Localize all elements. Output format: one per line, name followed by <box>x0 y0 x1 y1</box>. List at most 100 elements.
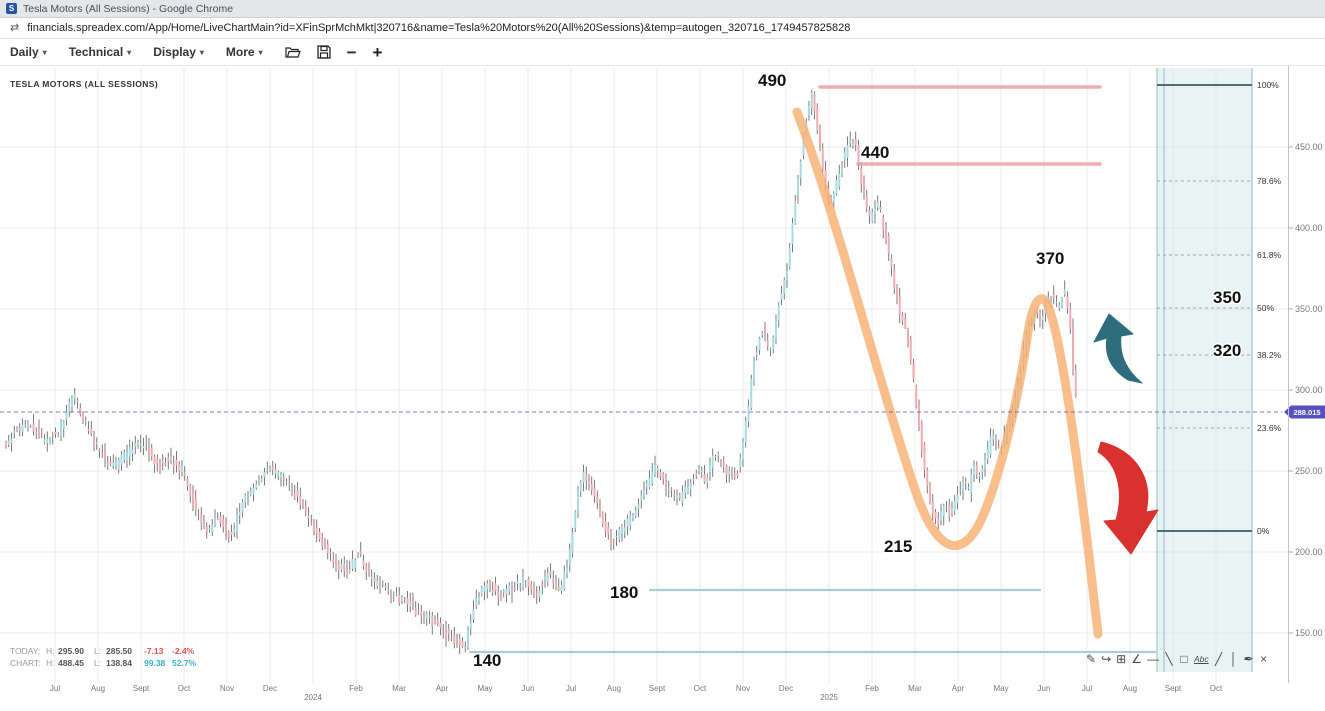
menu-technical[interactable]: Technical ▾ <box>68 45 132 59</box>
svg-text:99.38: 99.38 <box>144 658 166 668</box>
close-icon[interactable]: × <box>1260 652 1268 666</box>
svg-text:TODAY:: TODAY: <box>10 646 40 656</box>
curve-icon[interactable]: ↪ <box>1101 652 1112 666</box>
x-axis-month-label: Mar <box>392 684 406 693</box>
price-annotation-label[interactable]: 440 <box>860 142 891 164</box>
horizontal-line-icon[interactable]: — <box>1146 652 1159 666</box>
chevron-down-icon: ▾ <box>127 47 132 57</box>
svg-text:-7.13: -7.13 <box>144 646 164 656</box>
window-title: Tesla Motors (All Sessions) - Google Chr… <box>23 2 234 15</box>
x-axis-month-label: Nov <box>736 684 750 693</box>
pen-icon[interactable]: ✒ <box>1243 652 1254 666</box>
price-tick-label: 250.00 <box>1295 466 1323 476</box>
site-info-icon[interactable]: ⇄ <box>10 21 20 34</box>
arrow-up-icon[interactable] <box>1093 313 1143 384</box>
site-favicon: S <box>6 3 17 14</box>
x-axis-month-label: Apr <box>436 684 449 693</box>
text-icon[interactable]: Abc <box>1193 653 1209 664</box>
diagonal-line-icon[interactable]: ╱ <box>1214 652 1223 666</box>
price-tick-label: 150.00 <box>1295 628 1323 638</box>
price-axis: 450.00 400.00 350.00 300.00 250.00 200.00 150.… <box>1288 66 1323 683</box>
chart-stats: CHART: H: 488.45 L: 138.84 99.38 52.7% <box>10 658 197 668</box>
fib-level-label: 61.8% <box>1257 250 1282 260</box>
x-axis-month-label: Sept <box>133 684 150 693</box>
fib-level-label: 78.6% <box>1257 176 1282 186</box>
x-axis-month-label: Dec <box>779 684 793 693</box>
candles <box>5 89 1077 655</box>
price-tick-label: 350.00 <box>1295 304 1323 314</box>
svg-text:-2.4%: -2.4% <box>172 646 195 656</box>
price-annotation-label[interactable]: 215 <box>883 536 914 558</box>
x-axis-month-label: Oct <box>178 684 191 693</box>
x-axis-month-label: Jun <box>1038 684 1051 693</box>
x-axis-month-label: Sept <box>1165 684 1182 693</box>
svg-text:138.84: 138.84 <box>106 658 132 668</box>
price-annotation-label[interactable]: 180 <box>609 582 640 604</box>
x-axis-month-label: Oct <box>1210 684 1223 693</box>
zoom-in-icon[interactable]: + <box>372 42 383 62</box>
today-stats: TODAY: H: 295.90 L: 285.50 -7.13 -2.4% <box>10 646 195 656</box>
open-chart-folder-icon[interactable] <box>284 45 301 59</box>
save-chart-icon[interactable] <box>316 45 331 59</box>
price-annotation-label[interactable]: 140 <box>472 650 503 672</box>
svg-text:H:: H: <box>46 658 55 668</box>
menu-more[interactable]: More ▾ <box>225 45 263 59</box>
pointer-icon[interactable]: ✎ <box>1086 652 1097 666</box>
svg-text:52.7%: 52.7% <box>172 658 197 668</box>
grid <box>0 68 1288 683</box>
zoom-out-icon[interactable]: − <box>346 42 357 62</box>
fan-lines-icon[interactable]: ∠ <box>1131 652 1142 666</box>
instrument-title: TESLA MOTORS (ALL SESSIONS) <box>10 79 158 89</box>
fibonacci-retracement[interactable]: 100% 78.6% 61.8% 50% 38.2% 23.6% 0% <box>1156 68 1282 672</box>
price-annotation-label[interactable]: 490 <box>757 70 788 92</box>
fib-level-label: 50% <box>1257 303 1274 313</box>
svg-text:285.50: 285.50 <box>106 646 132 656</box>
price-annotation-label[interactable]: 350 <box>1212 287 1243 309</box>
price-tick-label: 300.00 <box>1295 385 1323 395</box>
browser-titlebar: S Tesla Motors (All Sessions) - Google C… <box>0 0 1325 18</box>
x-axis-month-label: May <box>993 684 1008 693</box>
svg-text:L:: L: <box>94 646 101 656</box>
browser-urlbar[interactable]: ⇄ financials.spreadex.com/App/Home/LiveC… <box>0 18 1325 39</box>
drawn-annotations[interactable]: 490 440 370 350 320 215 180 140 <box>468 70 1243 672</box>
vertical-line-icon[interactable]: │ <box>1229 652 1238 666</box>
x-axis-month-label: Oct <box>694 684 707 693</box>
chevron-down-icon: ▾ <box>258 47 263 57</box>
x-axis-month-label: Jul <box>566 684 576 693</box>
candlestick-chart: 100% 78.6% 61.8% 50% 38.2% 23.6% 0% 490 440 370 35… <box>0 66 1325 702</box>
svg-text:288.015: 288.015 <box>1293 408 1320 417</box>
x-axis-year-label: 2025 <box>820 693 838 702</box>
x-axis-month-label: Feb <box>865 684 879 693</box>
x-axis-year-label: 2024 <box>304 693 322 702</box>
trend-line-icon[interactable]: ╲ <box>1165 652 1173 666</box>
price-annotation-label[interactable]: 370 <box>1035 248 1066 270</box>
x-axis-month-label: Dec <box>263 684 277 693</box>
rectangle-icon[interactable]: □ <box>1180 652 1188 666</box>
price-annotation-label[interactable]: 320 <box>1212 340 1243 362</box>
fib-level-label: 0% <box>1257 526 1270 536</box>
drawing-toolbar: ✎ ↪ ⊞ ∠ — ╲ □ Abc ╱ │ ✒ × <box>1086 650 1269 668</box>
price-tick-label: 200.00 <box>1295 547 1323 557</box>
x-axis-month-label: Sept <box>649 684 666 693</box>
url-text[interactable]: financials.spreadex.com/App/Home/LiveCha… <box>27 22 851 34</box>
arrow-down-icon[interactable] <box>1097 441 1159 555</box>
x-axis-month-label: Aug <box>1123 684 1137 693</box>
menu-display[interactable]: Display ▾ <box>153 45 204 59</box>
x-axis-month-label: Apr <box>952 684 965 693</box>
chevron-down-icon: ▾ <box>42 47 47 57</box>
time-axis: Jul Aug Sept Oct Nov Dec 2024 Feb Mar Apr May Jun Ju… <box>50 684 1223 702</box>
x-axis-month-label: Feb <box>349 684 363 693</box>
x-axis-month-label: Mar <box>908 684 922 693</box>
price-tick-label: 400.00 <box>1295 223 1323 233</box>
x-axis-month-label: Jul <box>1082 684 1092 693</box>
chart-area: 100% 78.6% 61.8% 50% 38.2% 23.6% 0% 490 440 370 35… <box>0 66 1325 711</box>
trend-curve[interactable] <box>792 107 1103 639</box>
fib-level-label: 23.6% <box>1257 423 1282 433</box>
x-axis-month-label: Jun <box>522 684 535 693</box>
fib-grid-icon[interactable]: ⊞ <box>1116 652 1127 666</box>
fib-level-label: 100% <box>1257 80 1279 90</box>
svg-text:488.45: 488.45 <box>58 658 84 668</box>
menu-daily[interactable]: Daily ▾ <box>10 45 47 59</box>
x-axis-month-label: Jul <box>50 684 60 693</box>
svg-text:295.90: 295.90 <box>58 646 84 656</box>
